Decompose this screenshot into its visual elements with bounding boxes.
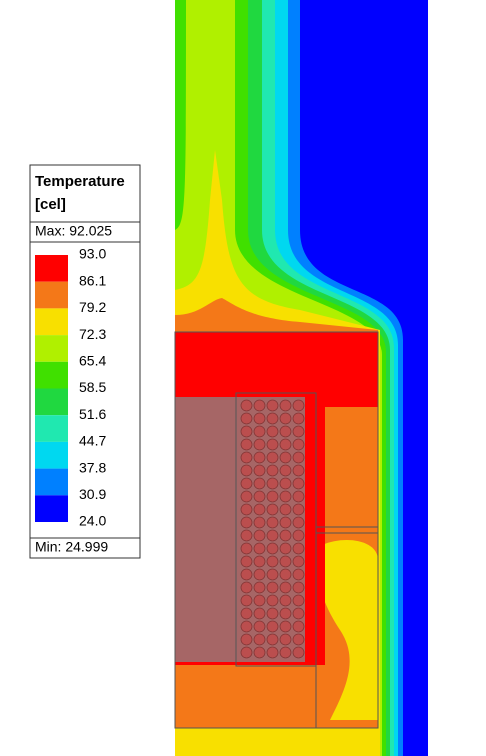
legend-swatch — [35, 281, 68, 309]
legend-level: 51.6 — [79, 406, 106, 422]
legend-level: 44.7 — [79, 433, 106, 449]
legend-level: 79.2 — [79, 299, 106, 315]
legend-swatch — [35, 495, 68, 522]
legend-level: 24.0 — [79, 513, 106, 529]
legend-swatch — [35, 415, 68, 442]
legend-level: 72.3 — [79, 326, 106, 342]
legend-title: Temperature — [35, 173, 125, 190]
legend-swatch — [35, 255, 68, 282]
legend-swatch — [35, 335, 68, 362]
legend-swatch — [35, 361, 68, 389]
legend-swatch — [35, 308, 68, 336]
legend-level: 93.0 — [79, 246, 106, 262]
legend-swatch — [35, 468, 68, 496]
legend-swatch — [35, 388, 68, 416]
legend-level: 65.4 — [79, 353, 106, 369]
legend-level: 58.5 — [79, 379, 106, 395]
legend-max: Max: 92.025 — [35, 223, 112, 239]
contour-field — [174, 0, 428, 756]
legend-level: 86.1 — [79, 272, 106, 288]
legend-min: Min: 24.999 — [35, 539, 108, 555]
legend-swatch — [35, 441, 68, 469]
legend-level: 30.9 — [79, 486, 106, 502]
legend-level: 37.8 — [79, 459, 106, 475]
legend-unit: [cel] — [35, 196, 66, 213]
